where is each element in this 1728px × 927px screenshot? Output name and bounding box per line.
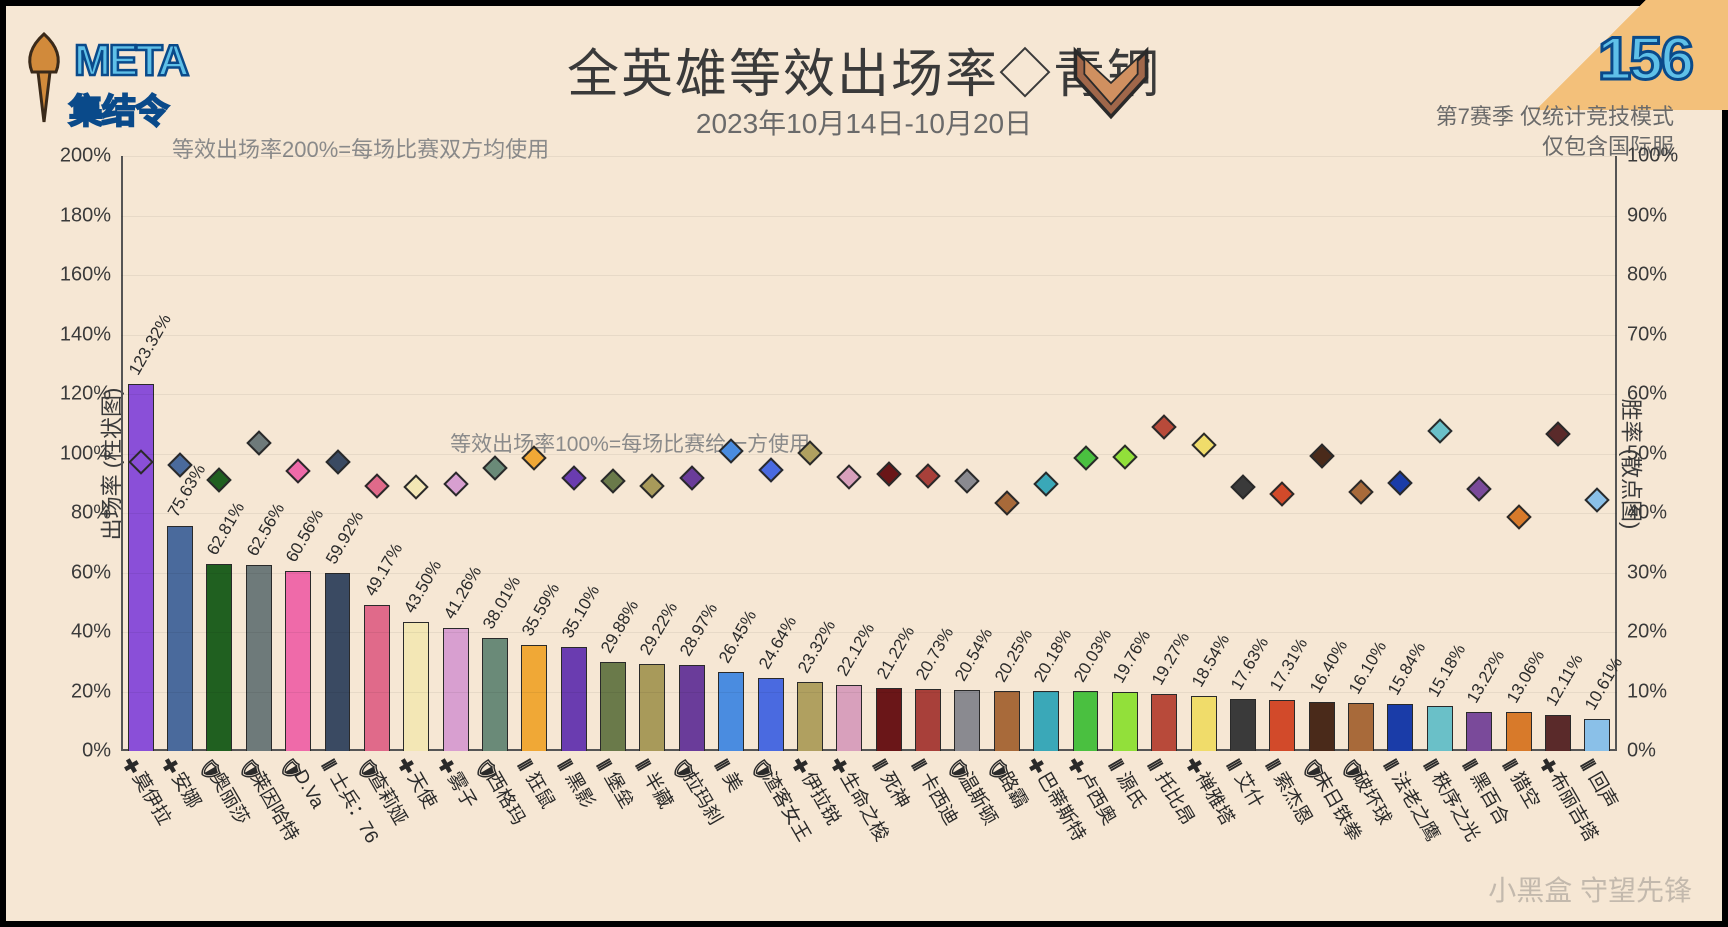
ytick-left: 20% <box>71 680 121 703</box>
bar: 38.01% <box>482 638 508 751</box>
ytick-right: 0% <box>1617 740 1656 763</box>
gridline <box>121 454 1617 455</box>
bar: 13.06% <box>1506 712 1532 751</box>
bar: 16.10% <box>1348 703 1374 751</box>
ytick-left: 120% <box>60 383 121 406</box>
gridline <box>121 573 1617 574</box>
ytick-right: 40% <box>1617 502 1667 525</box>
gridline <box>121 632 1617 633</box>
ytick-left: 180% <box>60 204 121 227</box>
ytick-left: 40% <box>71 621 121 644</box>
ytick-right: 70% <box>1617 323 1667 346</box>
bar: 20.03% <box>1073 691 1099 751</box>
bar: 123.32% <box>128 384 154 751</box>
bar: 20.73% <box>915 689 941 751</box>
bar: 29.88% <box>600 662 626 751</box>
note-right-line1: 第7赛季 仅统计竞技模式 <box>1436 102 1674 132</box>
ytick-right: 20% <box>1617 621 1667 644</box>
bar: 16.40% <box>1309 702 1335 751</box>
x-axis-label: ⦀黑影 <box>551 751 602 813</box>
bar: 12.11% <box>1545 715 1571 751</box>
ytick-right: 90% <box>1617 204 1667 227</box>
gridline <box>121 335 1617 336</box>
x-axis-label: ⦀半藏 <box>630 751 681 813</box>
ytick-right: 60% <box>1617 383 1667 406</box>
bar: 17.31% <box>1269 700 1295 751</box>
bar: 75.63% <box>167 526 193 751</box>
bar: 15.84% <box>1387 704 1413 751</box>
ytick-right: 50% <box>1617 442 1667 465</box>
bar: 49.17% <box>364 605 390 751</box>
bar: 62.81% <box>206 564 232 751</box>
page: 156 META 集结令 全英雄等效出场率◇青铜 2023年10月14日-10月… <box>0 0 1728 927</box>
bar: 26.45% <box>718 672 744 751</box>
bar: 15.18% <box>1427 706 1453 751</box>
bar: 21.22% <box>876 688 902 751</box>
bar: 20.25% <box>994 691 1020 751</box>
watermark: 小黑盒 守望先锋 <box>1488 869 1692 909</box>
page-title: 全英雄等效出场率◇青铜 <box>6 32 1722 107</box>
bar: 20.54% <box>954 690 980 751</box>
bar: 62.56% <box>246 565 272 751</box>
ytick-left: 100% <box>60 442 121 465</box>
bar: 13.22% <box>1466 712 1492 751</box>
bar: 20.18% <box>1033 691 1059 751</box>
gridline <box>121 156 1617 157</box>
rank-badge-icon <box>1066 42 1156 122</box>
ytick-right: 30% <box>1617 561 1667 584</box>
gridline <box>121 513 1617 514</box>
bar: 19.27% <box>1151 694 1177 751</box>
bar: 43.50% <box>403 622 429 751</box>
bar: 19.76% <box>1112 692 1138 751</box>
ytick-right: 100% <box>1617 145 1678 168</box>
ytick-left: 60% <box>71 561 121 584</box>
bar: 29.22% <box>639 664 665 751</box>
ytick-left: 80% <box>71 502 121 525</box>
bar: 28.97% <box>679 665 705 751</box>
ytick-right: 80% <box>1617 264 1667 287</box>
bar: 59.92% <box>325 573 351 751</box>
bar: 35.59% <box>521 645 547 751</box>
gridline <box>121 692 1617 693</box>
bar: 35.10% <box>561 647 587 751</box>
gridline <box>121 275 1617 276</box>
chart-area: 123.32% 75.63% 62.81% 62.56% 60.56% 59.92% 49.… <box>121 156 1617 751</box>
gridline <box>121 216 1617 217</box>
bar: 41.26% <box>443 628 469 751</box>
ytick-left: 140% <box>60 323 121 346</box>
gridline <box>121 394 1617 395</box>
ytick-left: 0% <box>82 740 121 763</box>
ytick-right: 10% <box>1617 680 1667 703</box>
bar: 60.56% <box>285 571 311 751</box>
ytick-left: 200% <box>60 145 121 168</box>
bar: 10.61% <box>1584 719 1610 751</box>
bar: 22.12% <box>836 685 862 751</box>
bar: 24.64% <box>758 678 784 751</box>
ytick-left: 160% <box>60 264 121 287</box>
bar: 17.63% <box>1230 699 1256 751</box>
x-axis-label: ✚雾子 <box>433 751 484 813</box>
bar: 18.54% <box>1191 696 1217 751</box>
